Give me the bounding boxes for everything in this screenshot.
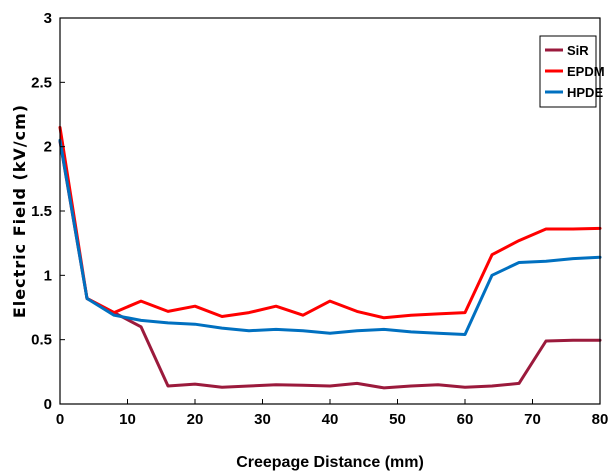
series-line-hpde [58,138,602,336]
plot-lines [58,125,602,390]
x-axis-title: Creepage Distance (mm) [236,454,424,471]
y-tick-label: 2.5 [31,74,52,91]
x-axis-ticks: 0 10 20 30 40 50 60 70 80 [56,399,609,428]
x-tick-label: 20 [187,411,204,428]
y-tick-label: 0 [44,396,52,413]
x-tick-label: 30 [254,411,271,428]
x-tick-label: 40 [322,411,339,428]
y-tick-label: 2 [44,139,52,156]
y-axis-title: Electric Field (kV/cm) [10,104,29,318]
legend-label-hpde: HPDE [567,85,603,100]
x-tick-label: 80 [592,411,609,428]
y-tick-label: 3 [44,10,52,27]
legend-label-sir: SiR [567,43,589,58]
y-tick-label: 1.5 [31,203,52,220]
y-tick-label: 1 [44,267,52,284]
x-tick-label: 60 [457,411,474,428]
series-line-epdm [58,125,602,320]
series-line-sir [58,140,602,390]
x-tick-label: 70 [524,411,541,428]
x-tick-label: 50 [389,411,406,428]
legend-label-epdm: EPDM [567,64,605,79]
legend: SiR EPDM HPDE [539,35,605,108]
x-tick-label: 0 [56,411,64,428]
y-axis-ticks: 0 0.5 1 1.5 2 2.5 3 [31,10,65,413]
y-tick-label: 0.5 [31,332,52,349]
x-tick-label: 10 [119,411,136,428]
